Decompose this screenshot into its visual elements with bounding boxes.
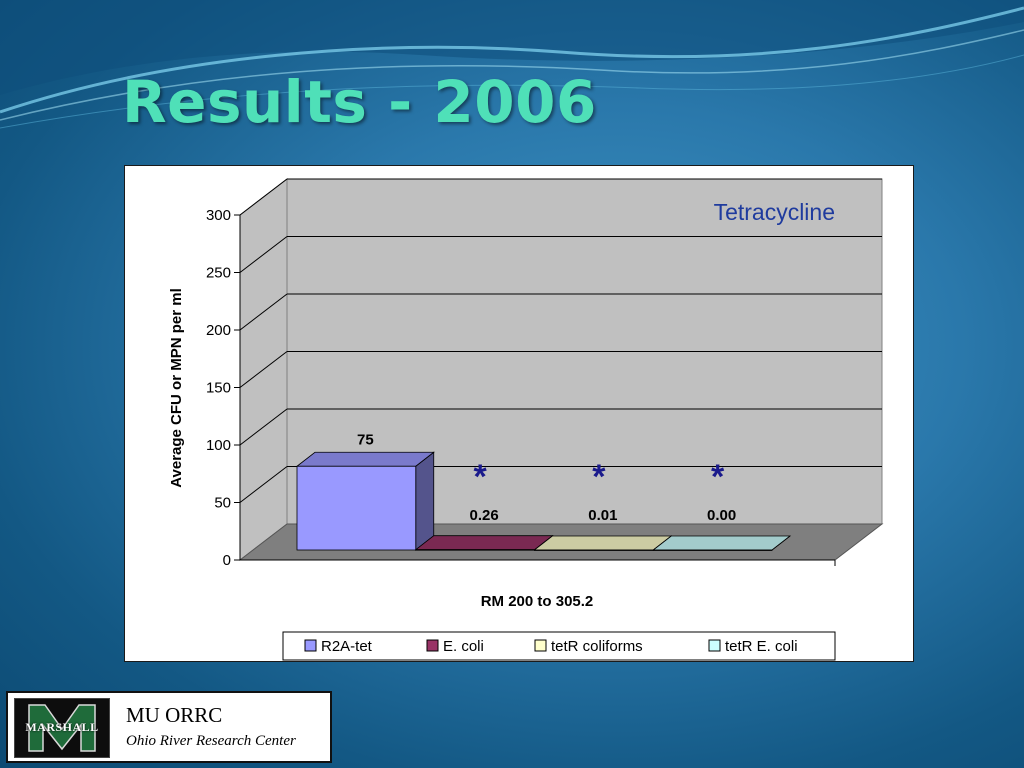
bar-tetr-e-coli bbox=[652, 535, 792, 551]
gridline-side bbox=[239, 293, 288, 331]
bar-e-coli bbox=[414, 534, 554, 551]
bar-r2a-tet bbox=[295, 451, 435, 551]
y-axis: 0 50 100 150 200 250 300 bbox=[206, 207, 836, 569]
marshall-logo: MARSHALL bbox=[14, 698, 110, 758]
y-tick-label: 50 bbox=[214, 495, 231, 512]
chart-annotation: Tetracycline bbox=[714, 199, 835, 225]
bar-top bbox=[295, 451, 435, 467]
header-waves bbox=[0, 0, 1024, 129]
legend-swatch bbox=[534, 639, 547, 652]
bar-front bbox=[534, 549, 654, 551]
org-subtitle: Ohio River Research Center bbox=[126, 733, 296, 749]
gridline-side bbox=[239, 178, 288, 216]
y-tick-label: 100 bbox=[206, 437, 231, 454]
legend-item: R2A-tet bbox=[304, 638, 373, 655]
chart-bars bbox=[295, 451, 792, 551]
significance-marker: * bbox=[474, 458, 488, 496]
y-tick-label: 300 bbox=[206, 207, 231, 224]
significance-marker: * bbox=[711, 458, 725, 496]
legend-item: tetR coliforms bbox=[534, 638, 643, 655]
bar-top bbox=[652, 535, 792, 551]
legend-box bbox=[282, 631, 836, 661]
legend-item: tetR E. coli bbox=[708, 638, 798, 655]
legend-swatch bbox=[708, 639, 721, 652]
gridline-side bbox=[239, 466, 288, 503]
gridline-side bbox=[239, 236, 288, 273]
y-tick-label: 0 bbox=[223, 552, 231, 569]
data-label: 0.01 bbox=[588, 507, 617, 524]
bar-side bbox=[415, 451, 435, 551]
chart-frame: 75 0.26 0.01 0.00 * * * 0 50 100 150 200 250 300 Te… bbox=[124, 165, 914, 662]
data-label: 75 bbox=[357, 431, 374, 448]
legend-label: tetR E. coli bbox=[725, 638, 798, 655]
data-label: 0.00 bbox=[707, 507, 736, 524]
logo-wordmark: MARSHALL bbox=[25, 720, 99, 734]
legend-swatch bbox=[426, 639, 439, 652]
y-tick-label: 150 bbox=[206, 380, 231, 397]
marshall-m-icon bbox=[28, 704, 96, 752]
org-logo-box: MARSHALL MU ORRC Ohio River Research Cen… bbox=[6, 691, 332, 763]
legend-item: E. coli bbox=[426, 638, 484, 655]
slide-title: Results - 2006 bbox=[122, 68, 597, 136]
x-axis-label: RM 200 to 305.2 bbox=[481, 593, 594, 610]
bar-front bbox=[652, 549, 773, 551]
chart-gridlines bbox=[239, 178, 882, 503]
legend-label: E. coli bbox=[443, 638, 484, 655]
chart-data-labels: 75 0.26 0.01 0.00 bbox=[357, 431, 736, 524]
bar-chart: 75 0.26 0.01 0.00 * * * 0 50 100 150 200 250 300 Te… bbox=[168, 177, 884, 661]
org-title: MU ORRC bbox=[126, 703, 223, 727]
y-axis-label: Average CFU or MPN per ml bbox=[168, 288, 185, 488]
gridline-side bbox=[239, 351, 288, 388]
y-tick-label: 250 bbox=[206, 265, 231, 282]
bar-front bbox=[415, 549, 535, 551]
gridline-side bbox=[239, 408, 288, 446]
data-label: 0.26 bbox=[470, 507, 499, 524]
chart-legend: R2A-tet E. coli tetR coliforms tetR E. coli bbox=[282, 631, 836, 661]
bar-tetr-coliforms bbox=[533, 535, 673, 551]
legend-label: R2A-tet bbox=[321, 638, 373, 655]
bar-front bbox=[296, 465, 417, 551]
legend-label: tetR coliforms bbox=[551, 638, 643, 655]
legend-swatch bbox=[304, 639, 317, 652]
bar-top bbox=[533, 535, 673, 551]
bar-top bbox=[414, 535, 554, 551]
y-tick-label: 200 bbox=[206, 322, 231, 339]
chart-markers: * * * bbox=[474, 458, 726, 496]
significance-marker: * bbox=[592, 458, 606, 496]
